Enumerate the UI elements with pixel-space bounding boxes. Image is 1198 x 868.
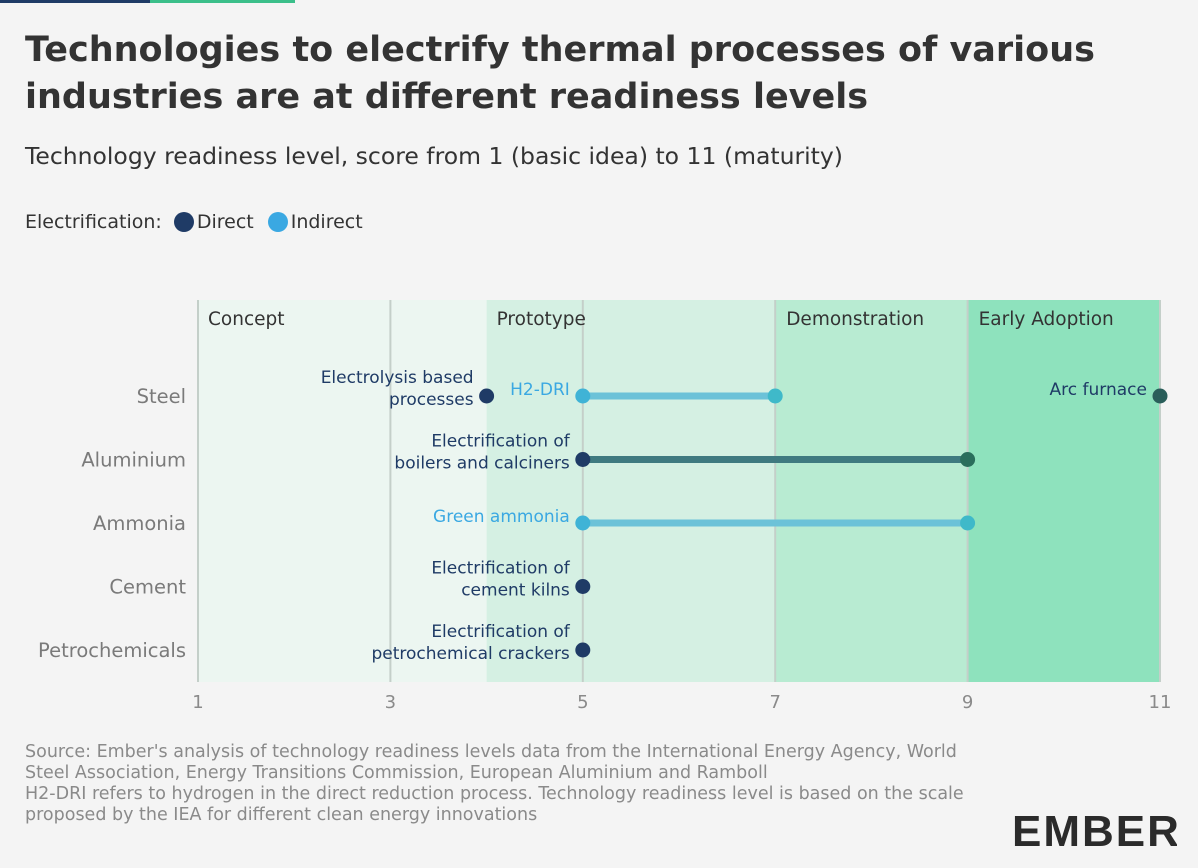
tech-start-dot-4 [575, 515, 591, 531]
category-label-3: Cement [109, 576, 186, 599]
footnote-text: H2-DRI refers to hydrogen in the direct … [25, 784, 964, 825]
phase-label-0: Concept [208, 309, 285, 330]
phase-label-2: Demonstration [786, 309, 924, 330]
phase-band-2 [775, 300, 968, 682]
legend-indirect-label: Indirect [290, 211, 363, 233]
tech-end-dot-1 [767, 388, 783, 404]
source-text: Source: Ember's analysis of technology r… [25, 742, 957, 783]
tech-label-6-1: petrochemical crackers [371, 644, 569, 664]
legend-label: Electrification: [25, 211, 162, 233]
tech-label-5-0: Electrification of [431, 559, 570, 579]
source-note: Source: Ember's analysis of technology r… [25, 742, 975, 826]
tech-label-6-0: Electrification of [431, 622, 570, 642]
chart-subtitle: Technology readiness level, score from 1… [25, 142, 843, 170]
x-tick-label-3: 7 [769, 692, 780, 713]
top-accent-bar-dark [0, 0, 150, 3]
category-label-4: Petrochemicals [38, 639, 186, 662]
tech-start-dot-3 [575, 452, 591, 467]
category-label-1: Aluminium [81, 449, 186, 472]
top-accent-bar-green [150, 0, 295, 3]
tech-label-2-0: Arc furnace [1050, 380, 1147, 400]
x-tick-label-2: 5 [577, 692, 588, 713]
legend-direct-dot-icon [173, 212, 194, 232]
tech-label-4-0: Green ammonia [433, 507, 570, 527]
category-label-0: Steel [137, 385, 186, 408]
tech-label-0-1: processes [389, 390, 474, 410]
phase-band-3 [967, 300, 1160, 682]
legend: Electrification: Direct Indirect [25, 211, 363, 233]
ember-logo: EMBER [1012, 808, 1177, 852]
phase-label-1: Prototype [497, 309, 586, 330]
tech-start-dot-1 [575, 388, 591, 404]
tech-end-dot-3 [960, 452, 976, 467]
tech-label-0-0: Electrolysis based [321, 368, 474, 388]
tech-label-1-0: H2-DRI [510, 380, 570, 400]
x-tick-label-4: 9 [962, 692, 973, 713]
tech-dot-5 [575, 579, 591, 594]
category-label-2: Ammonia [93, 512, 186, 535]
legend-indirect-dot-icon [267, 212, 288, 232]
tech-label-3-0: Electrification of [431, 432, 570, 452]
x-tick-label-0: 1 [192, 692, 203, 713]
x-tick-label-1: 3 [385, 692, 396, 713]
phase-band-0 [198, 300, 487, 682]
phase-band-1 [486, 300, 776, 682]
chart-title: Technologies to electrify thermal proces… [25, 30, 1095, 117]
tech-dot-6 [575, 642, 591, 658]
tech-end-dot-4 [960, 515, 976, 531]
tech-dot-0 [479, 388, 495, 404]
legend-direct-label: Direct [196, 211, 254, 233]
x-tick-label-5: 11 [1149, 692, 1172, 713]
tech-label-5-1: cement kilns [461, 581, 570, 601]
ember-logo-text: EMBER [1012, 808, 1177, 852]
tech-dot-2 [1152, 388, 1168, 404]
top-accent-bar [0, 0, 295, 3]
tech-label-3-1: boilers and calciners [394, 454, 570, 474]
phase-label-3: Early Adoption [979, 309, 1114, 330]
